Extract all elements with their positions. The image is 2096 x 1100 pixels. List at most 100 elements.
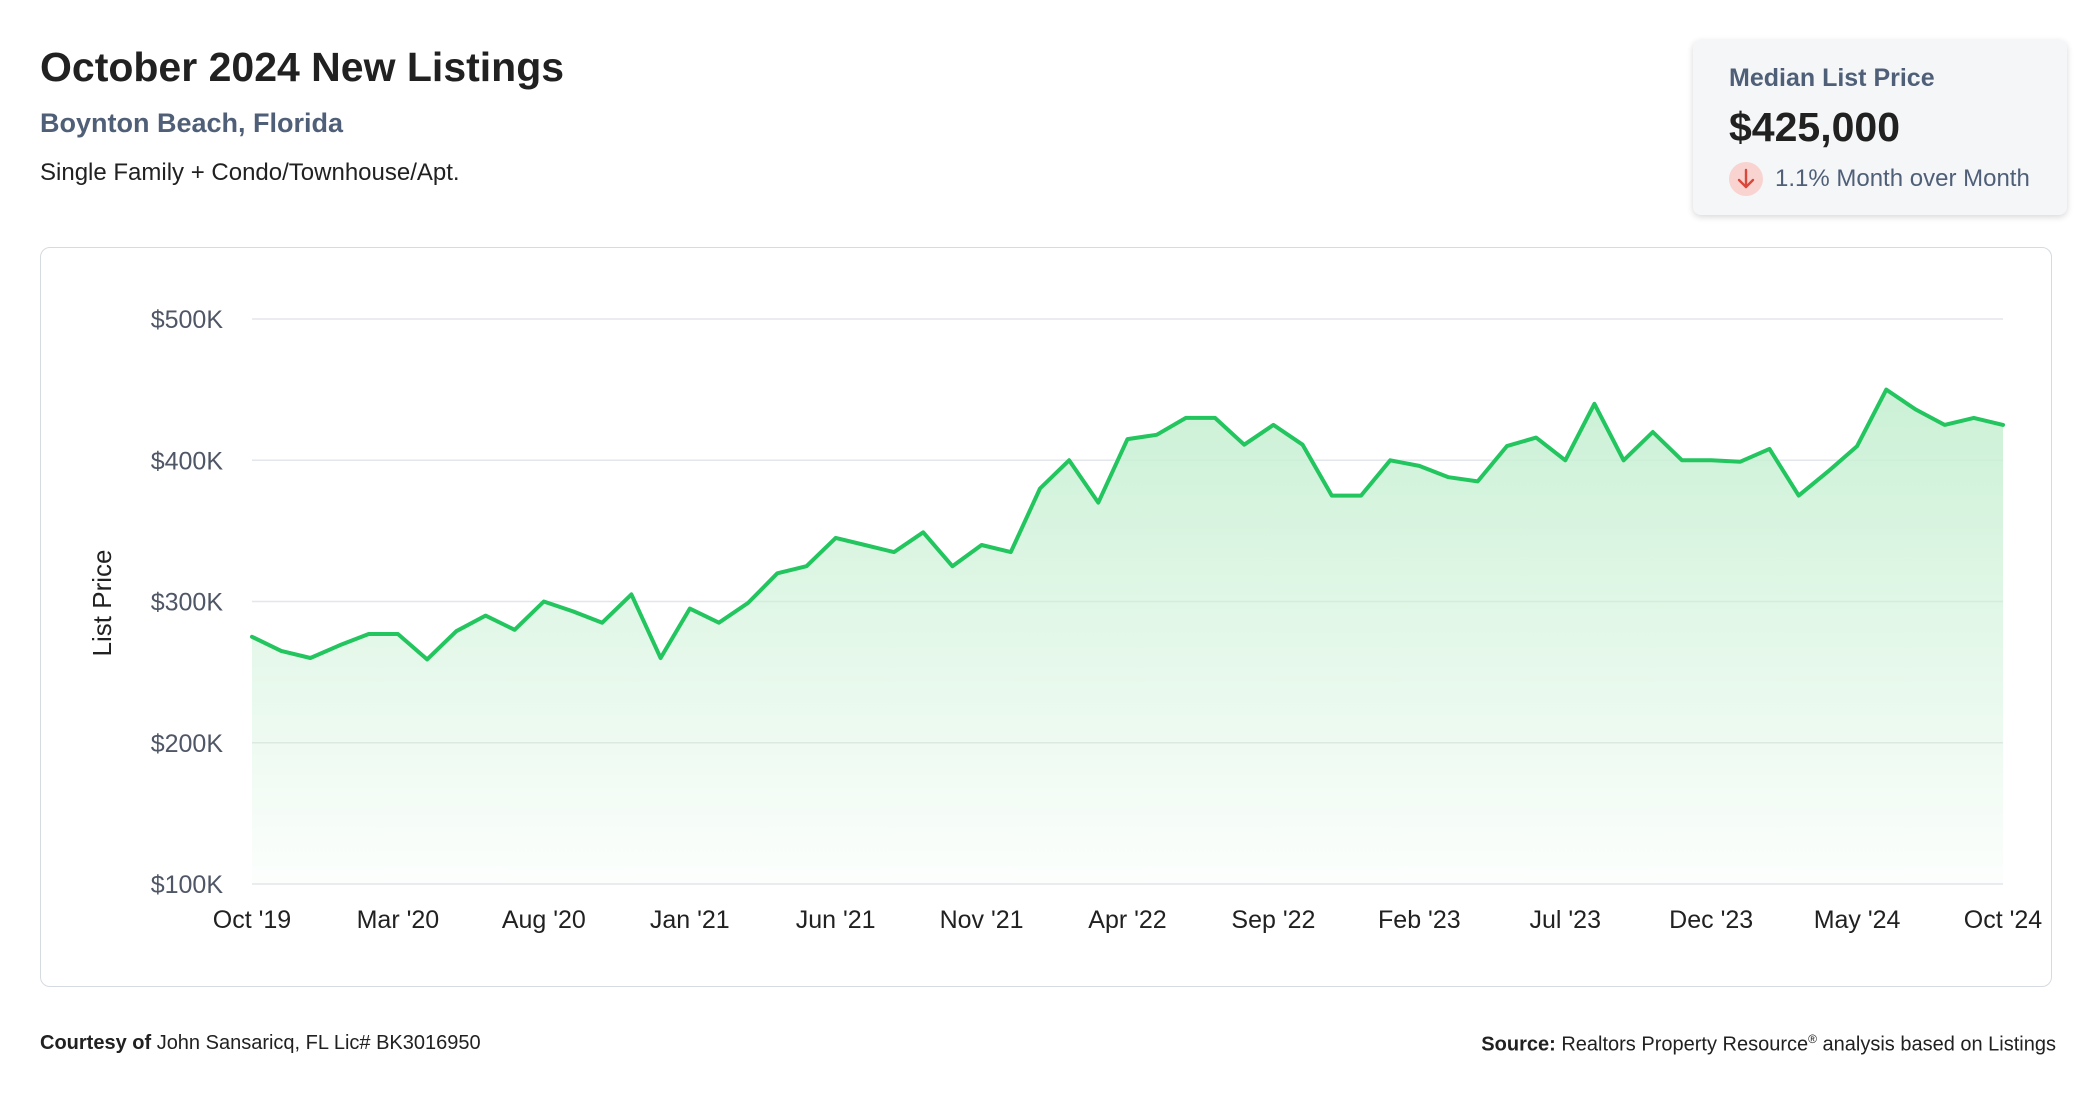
data-point bbox=[1679, 457, 1685, 463]
data-point bbox=[482, 613, 488, 619]
location-subtitle: Boynton Beach, Florida bbox=[40, 108, 344, 138]
data-point bbox=[949, 563, 955, 569]
data-point bbox=[1358, 493, 1364, 499]
data-point bbox=[1125, 436, 1131, 442]
data-point bbox=[1416, 463, 1422, 469]
data-point bbox=[599, 620, 605, 626]
data-point bbox=[1183, 415, 1189, 421]
data-point bbox=[1942, 422, 1948, 428]
area-path bbox=[252, 389, 2003, 884]
data-point bbox=[337, 642, 343, 648]
data-point bbox=[1446, 474, 1452, 480]
property-types: Single Family + Condo/Townhouse/Apt. bbox=[40, 159, 460, 186]
data-point bbox=[1562, 457, 1568, 463]
courtesy-label: Courtesy of bbox=[40, 1032, 152, 1054]
source-label: Source: bbox=[1481, 1033, 1556, 1056]
x-tick-label: Aug '20 bbox=[502, 906, 586, 934]
data-point bbox=[453, 628, 459, 634]
data-point bbox=[2000, 422, 2006, 428]
data-point bbox=[1825, 469, 1831, 475]
y-tick-label: $300K bbox=[151, 589, 224, 617]
data-point bbox=[658, 655, 664, 661]
courtesy-text: John Sansaricq, FL Lic# BK3016950 bbox=[156, 1032, 481, 1054]
data-point bbox=[1300, 442, 1306, 448]
data-point bbox=[1912, 406, 1918, 412]
source-name: Realtors Property Resource bbox=[1561, 1033, 1809, 1056]
data-point bbox=[862, 542, 868, 548]
card-change: 1.1% Month over Month bbox=[1729, 162, 2030, 196]
data-point bbox=[1708, 457, 1714, 463]
courtesy-line: Courtesy of John Sansaricq, FL Lic# BK30… bbox=[40, 1032, 481, 1055]
data-point bbox=[1737, 459, 1743, 465]
area-fill bbox=[252, 389, 2003, 884]
data-point bbox=[1796, 493, 1802, 499]
data-point bbox=[1008, 549, 1014, 555]
data-point bbox=[1533, 435, 1539, 441]
data-point bbox=[979, 542, 985, 548]
data-point bbox=[424, 656, 430, 662]
data-point bbox=[1504, 443, 1510, 449]
y-tick-label: $400K bbox=[151, 447, 224, 475]
data-point bbox=[1241, 442, 1247, 448]
data-point bbox=[774, 570, 780, 576]
data-point bbox=[1066, 457, 1072, 463]
x-tick-label: Dec '23 bbox=[1669, 906, 1753, 934]
data-point bbox=[628, 591, 634, 597]
data-point bbox=[1154, 432, 1160, 438]
y-axis-ticks: $100K $200K $300K $400K $500K bbox=[151, 306, 224, 899]
data-point bbox=[1329, 493, 1335, 499]
data-point bbox=[1767, 446, 1773, 452]
x-tick-label: Feb '23 bbox=[1378, 906, 1461, 934]
y-tick-label: $100K bbox=[151, 871, 224, 899]
y-axis-title: List Price bbox=[87, 550, 117, 657]
data-point bbox=[366, 631, 372, 637]
data-point bbox=[687, 606, 693, 612]
x-tick-label: May '24 bbox=[1814, 906, 1901, 934]
card-label: Median List Price bbox=[1729, 64, 1935, 92]
data-point bbox=[541, 599, 547, 605]
median-price-card: Median List Price $425,000 1.1% Month ov… bbox=[1693, 40, 2067, 215]
data-point bbox=[803, 563, 809, 569]
data-point bbox=[745, 600, 751, 606]
x-tick-label: Mar '20 bbox=[357, 906, 440, 934]
data-point bbox=[1212, 415, 1218, 421]
series-line bbox=[249, 387, 2006, 662]
card-value: $425,000 bbox=[1729, 104, 1901, 150]
data-point bbox=[716, 620, 722, 626]
data-point bbox=[920, 529, 926, 535]
x-tick-label: Oct '19 bbox=[213, 906, 291, 934]
data-point bbox=[512, 627, 518, 633]
y-tick-label: $500K bbox=[151, 306, 224, 334]
line-path bbox=[250, 387, 2005, 662]
data-point bbox=[1854, 443, 1860, 449]
source-suffix: analysis based on Listings bbox=[1822, 1033, 2056, 1056]
price-chart: $100K $200K $300K $400K $500K Oct '19 Mar '20… bbox=[87, 306, 2043, 934]
registered-mark: ® bbox=[1808, 1032, 1817, 1046]
data-point bbox=[1621, 457, 1627, 463]
data-point bbox=[307, 655, 313, 661]
page-title: October 2024 New Listings bbox=[40, 44, 565, 90]
data-point bbox=[1475, 478, 1481, 484]
data-point bbox=[278, 648, 284, 654]
x-tick-label: Apr '22 bbox=[1088, 906, 1166, 934]
x-tick-label: Nov '21 bbox=[940, 906, 1024, 934]
data-point bbox=[1591, 401, 1597, 407]
data-point bbox=[1270, 422, 1276, 428]
data-point bbox=[1650, 429, 1656, 435]
data-point bbox=[891, 549, 897, 555]
data-point bbox=[833, 535, 839, 541]
x-tick-label: Jul '23 bbox=[1530, 906, 1601, 934]
x-axis-ticks: Oct '19 Mar '20 Aug '20 Jan '21 Jun '21 Nov '… bbox=[213, 906, 2043, 934]
card-change-text: 1.1% Month over Month bbox=[1775, 165, 2030, 192]
x-tick-label: Jan '21 bbox=[650, 906, 730, 934]
data-point bbox=[1883, 387, 1889, 393]
x-tick-label: Oct '24 bbox=[1964, 906, 2043, 934]
source-line: Source: Realtors Property Resource® anal… bbox=[1481, 1032, 2056, 1057]
x-tick-label: Sep '22 bbox=[1231, 906, 1315, 934]
data-point bbox=[1095, 500, 1101, 506]
data-point bbox=[1037, 486, 1043, 492]
x-tick-label: Jun '21 bbox=[796, 906, 876, 934]
arrow-down-icon bbox=[1729, 162, 1763, 196]
data-point bbox=[1971, 415, 1977, 421]
data-point bbox=[249, 634, 255, 640]
